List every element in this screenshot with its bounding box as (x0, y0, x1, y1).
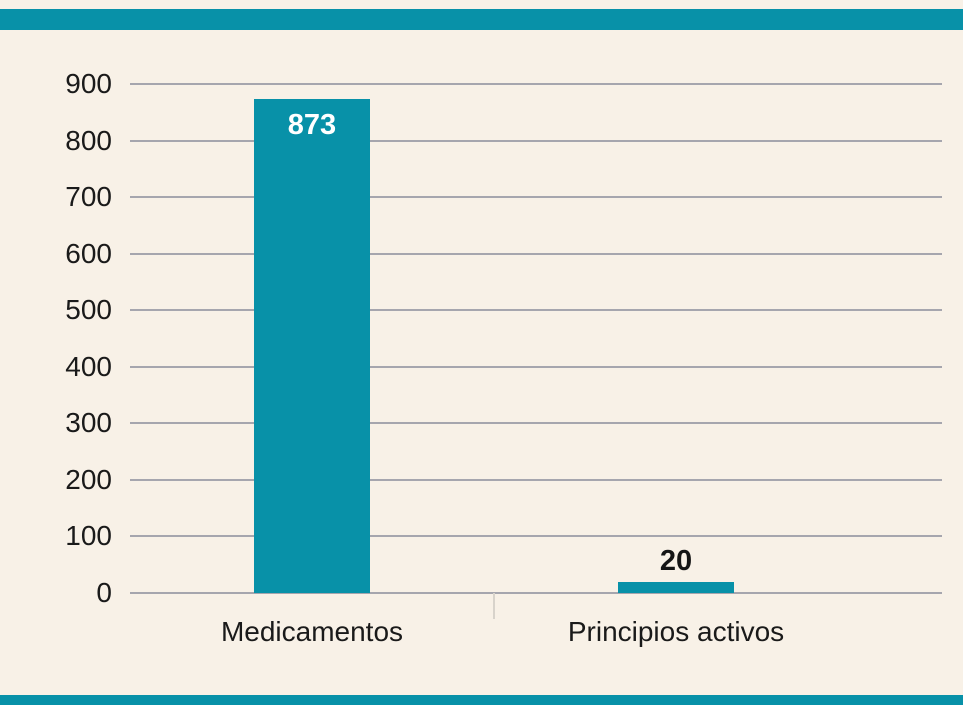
y-tick-label: 200 (65, 463, 112, 495)
y-tick-label: 600 (65, 237, 112, 269)
y-tick-label: 0 (96, 577, 112, 608)
y-tick-label: 700 (65, 181, 112, 213)
plot-area: 873 20 (130, 83, 942, 619)
bar-0: 873 (254, 99, 370, 593)
bottom-accent-bar (0, 695, 963, 705)
gridline (130, 252, 942, 255)
gridline (130, 83, 942, 85)
y-tick-label: 500 (65, 294, 112, 326)
gridline (130, 139, 942, 142)
bar-slot: 20 (494, 84, 858, 593)
y-tick-label: 900 (65, 68, 112, 99)
x-axis-labels: Medicamentos Principios activos (130, 616, 858, 648)
gridline (130, 196, 942, 199)
y-tick-label: 300 (65, 407, 112, 439)
y-tick-label: 800 (65, 124, 112, 156)
bar-value-label: 873 (287, 109, 337, 142)
gridline (130, 535, 942, 538)
gridline (130, 422, 942, 425)
gridline (130, 309, 942, 312)
y-tick-label: 400 (65, 350, 112, 382)
category-divider-tick (493, 593, 495, 619)
bars-group: 873 20 (130, 84, 858, 593)
top-accent-bar (0, 9, 963, 30)
gridline (130, 478, 942, 481)
y-axis-labels: 0 100 200 300 400 500 600 700 800 900 (0, 70, 120, 607)
category-label: Medicamentos (220, 616, 404, 647)
bar-slot: 873 (130, 84, 494, 593)
bar-1: 20 (618, 546, 734, 593)
gridline (130, 365, 942, 368)
bar-value-label: 20 (659, 544, 693, 577)
y-tick-label: 100 (65, 520, 112, 552)
gridline (130, 592, 942, 594)
category-label: Principios activos (567, 616, 785, 647)
